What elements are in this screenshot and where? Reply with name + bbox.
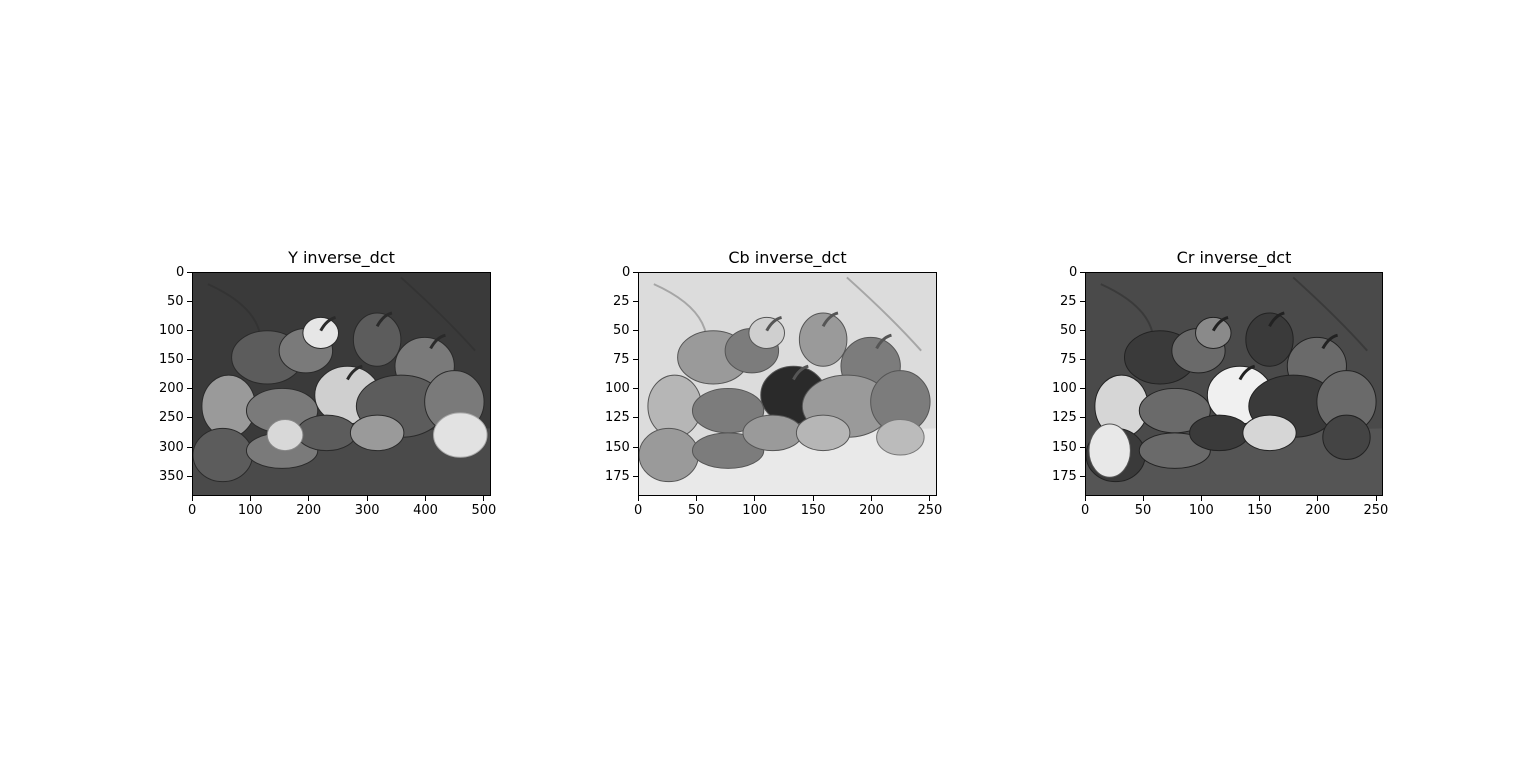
y-tick-label: 50 <box>167 294 184 309</box>
panel-title: Y inverse_dct <box>288 248 395 267</box>
x-tick-label: 200 <box>296 503 321 518</box>
x-tick-label: 0 <box>634 503 642 518</box>
image-axes <box>638 272 937 496</box>
y-tick-mark <box>633 272 638 273</box>
y-tick-mark <box>1080 359 1085 360</box>
y-tick-mark <box>187 301 192 302</box>
y-tick-label: 200 <box>159 381 184 396</box>
y-tick-mark <box>187 330 192 331</box>
x-tick-mark <box>483 496 484 501</box>
y-tick-mark <box>187 447 192 448</box>
y-tick-mark <box>633 476 638 477</box>
x-tick-label: 250 <box>917 503 942 518</box>
x-tick-label: 200 <box>859 503 884 518</box>
x-tick-mark <box>192 496 193 501</box>
y-tick-mark <box>1080 272 1085 273</box>
x-tick-label: 150 <box>801 503 826 518</box>
y-tick-label: 300 <box>159 440 184 455</box>
x-tick-label: 200 <box>1305 503 1330 518</box>
y-tick-mark <box>633 417 638 418</box>
image-content <box>193 273 490 495</box>
x-tick-label: 150 <box>1247 503 1272 518</box>
y-tick-label: 0 <box>176 265 184 280</box>
y-tick-label: 25 <box>1060 294 1077 309</box>
x-tick-mark <box>1259 496 1260 501</box>
y-tick-label: 125 <box>605 410 630 425</box>
x-tick-mark <box>871 496 872 501</box>
y-tick-mark <box>633 447 638 448</box>
y-tick-label: 50 <box>613 323 630 338</box>
x-tick-mark <box>308 496 309 501</box>
y-tick-label: 150 <box>1052 440 1077 455</box>
y-tick-mark <box>633 301 638 302</box>
y-tick-label: 0 <box>1069 265 1077 280</box>
y-tick-mark <box>1080 476 1085 477</box>
y-tick-label: 75 <box>613 352 630 367</box>
x-tick-mark <box>929 496 930 501</box>
y-tick-mark <box>1080 388 1085 389</box>
x-tick-label: 50 <box>688 503 705 518</box>
x-tick-mark <box>1201 496 1202 501</box>
y-tick-label: 25 <box>613 294 630 309</box>
y-tick-label: 125 <box>1052 410 1077 425</box>
x-tick-mark <box>250 496 251 501</box>
x-tick-mark <box>1317 496 1318 501</box>
y-tick-label: 100 <box>1052 381 1077 396</box>
y-tick-mark <box>187 417 192 418</box>
image-axes <box>192 272 491 496</box>
y-tick-label: 350 <box>159 469 184 484</box>
x-tick-label: 100 <box>742 503 767 518</box>
y-tick-label: 75 <box>1060 352 1077 367</box>
x-tick-mark <box>1376 496 1377 501</box>
y-tick-mark <box>187 388 192 389</box>
y-tick-label: 150 <box>605 440 630 455</box>
x-tick-mark <box>1143 496 1144 501</box>
x-tick-label: 250 <box>1364 503 1389 518</box>
y-tick-label: 175 <box>605 469 630 484</box>
x-tick-mark <box>367 496 368 501</box>
y-tick-label: 100 <box>159 323 184 338</box>
x-tick-label: 0 <box>1081 503 1089 518</box>
y-tick-mark <box>1080 447 1085 448</box>
y-tick-mark <box>187 359 192 360</box>
y-tick-mark <box>187 272 192 273</box>
x-tick-mark <box>638 496 639 501</box>
y-tick-label: 175 <box>1052 469 1077 484</box>
x-tick-label: 400 <box>413 503 438 518</box>
y-tick-label: 250 <box>159 410 184 425</box>
image-content <box>639 273 936 495</box>
x-tick-mark <box>813 496 814 501</box>
y-tick-mark <box>1080 330 1085 331</box>
x-tick-label: 100 <box>1189 503 1214 518</box>
x-tick-label: 300 <box>355 503 380 518</box>
y-tick-mark <box>1080 301 1085 302</box>
image-axes <box>1085 272 1383 496</box>
y-tick-label: 150 <box>159 352 184 367</box>
x-tick-mark <box>425 496 426 501</box>
y-tick-mark <box>1080 417 1085 418</box>
y-tick-label: 50 <box>1060 323 1077 338</box>
y-tick-mark <box>633 330 638 331</box>
x-tick-label: 50 <box>1135 503 1152 518</box>
image-content <box>1086 273 1382 495</box>
y-tick-mark <box>633 359 638 360</box>
panel-title: Cr inverse_dct <box>1177 248 1292 267</box>
x-tick-mark <box>754 496 755 501</box>
y-tick-label: 0 <box>622 265 630 280</box>
y-tick-mark <box>187 476 192 477</box>
panel-title: Cb inverse_dct <box>728 248 846 267</box>
x-tick-label: 500 <box>471 503 496 518</box>
x-tick-label: 0 <box>188 503 196 518</box>
x-tick-label: 100 <box>238 503 263 518</box>
x-tick-mark <box>1085 496 1086 501</box>
y-tick-mark <box>633 388 638 389</box>
x-tick-mark <box>696 496 697 501</box>
y-tick-label: 100 <box>605 381 630 396</box>
